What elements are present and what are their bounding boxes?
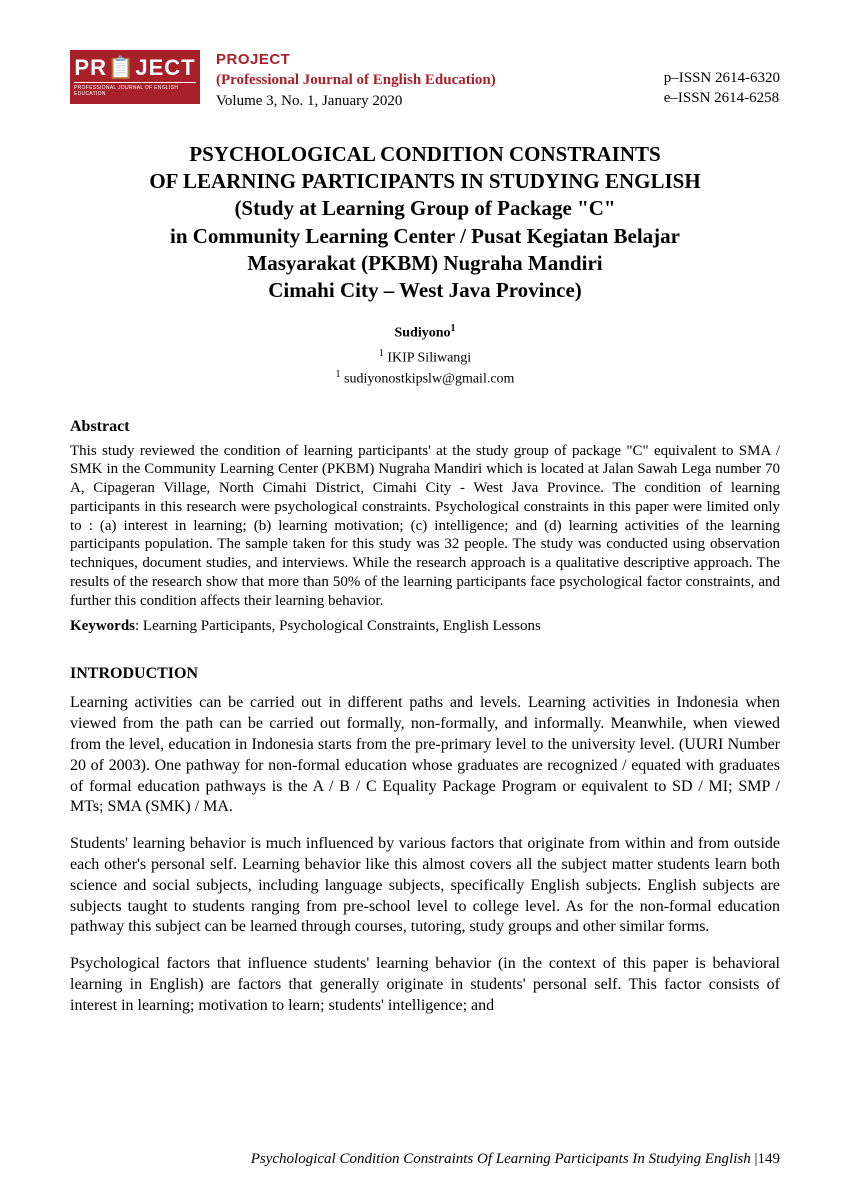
abstract-text: This study reviewed the condition of lea…	[70, 442, 780, 611]
introduction-heading: INTRODUCTION	[70, 665, 780, 683]
title-line-5: Masyarakat (PKBM) Nugraha Mandiri	[70, 250, 780, 277]
affiliation-text: IKIP Siliwangi	[387, 351, 471, 366]
affiliation-line: 1 IKIP Siliwangi	[70, 347, 780, 368]
journal-short-name: PROJECT	[216, 50, 648, 70]
e-issn: e–ISSN 2614-6258	[664, 88, 780, 108]
title-line-3: (Study at Learning Group of Package "C"	[70, 195, 780, 222]
email-sup: 1	[336, 369, 341, 380]
logo-main-text: PR📋JECT	[74, 57, 195, 79]
title-line-2: OF LEARNING PARTICIPANTS IN STUDYING ENG…	[70, 168, 780, 195]
title-line-6: Cimahi City – West Java Province)	[70, 277, 780, 304]
email-line: 1 sudiyonostkipslw@gmail.com	[70, 368, 780, 389]
journal-full-name: (Professional Journal of English Educati…	[216, 70, 648, 90]
logo-sub-text: PROFESSIONAL JOURNAL OF ENGLISH EDUCATIO…	[74, 82, 196, 97]
issn-block: p–ISSN 2614-6320 e–ISSN 2614-6258	[664, 50, 780, 109]
affiliation-block: 1 IKIP Siliwangi 1 sudiyonostkipslw@gmai…	[70, 347, 780, 390]
keywords-line: Keywords: Learning Participants, Psychol…	[70, 618, 780, 635]
page-footer: Psychological Condition Constraints Of L…	[251, 1151, 780, 1168]
author-sup: 1	[451, 323, 456, 334]
page-number: |149	[754, 1151, 780, 1167]
volume-line: Volume 3, No. 1, January 2020	[216, 91, 648, 111]
journal-logo: PR📋JECT PROFESSIONAL JOURNAL OF ENGLISH …	[70, 50, 200, 104]
intro-paragraph-1: Learning activities can be carried out i…	[70, 693, 780, 818]
title-line-1: PSYCHOLOGICAL CONDITION CONSTRAINTS	[70, 141, 780, 168]
title-line-4: in Community Learning Center / Pusat Keg…	[70, 223, 780, 250]
keywords-label: Keywords	[70, 618, 135, 634]
affil-sup: 1	[379, 348, 384, 359]
intro-paragraph-3: Psychological factors that influence stu…	[70, 954, 780, 1016]
keywords-text: : Learning Participants, Psychological C…	[135, 618, 541, 634]
author-name: Sudiyono	[394, 325, 450, 340]
page-header: PR📋JECT PROFESSIONAL JOURNAL OF ENGLISH …	[70, 50, 780, 111]
article-title: PSYCHOLOGICAL CONDITION CONSTRAINTS OF L…	[70, 141, 780, 305]
abstract-heading: Abstract	[70, 418, 780, 436]
p-issn: p–ISSN 2614-6320	[664, 68, 780, 88]
journal-info: PROJECT (Professional Journal of English…	[216, 50, 648, 111]
running-title: Psychological Condition Constraints Of L…	[251, 1151, 755, 1167]
intro-paragraph-2: Students' learning behavior is much infl…	[70, 834, 780, 938]
author-block: Sudiyono1	[70, 323, 780, 342]
author-email: sudiyonostkipslw@gmail.com	[344, 372, 514, 387]
